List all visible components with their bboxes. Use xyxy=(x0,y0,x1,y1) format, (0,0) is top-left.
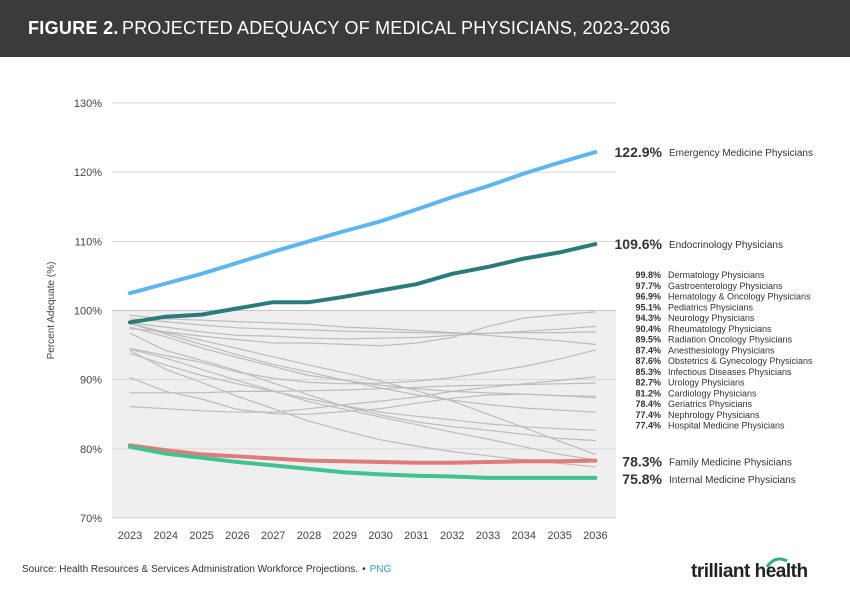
series-line xyxy=(129,350,597,468)
series-name-label: Urology Physicians xyxy=(668,378,745,388)
figure-number: FIGURE 2. xyxy=(28,18,119,38)
x-tick-label: 2025 xyxy=(189,530,213,542)
series-line xyxy=(129,352,597,431)
series-line xyxy=(129,323,597,413)
series-name-label: Obstetrics & Gynecology Physicians xyxy=(668,356,813,366)
series-name-label: Infectious Diseases Physicians xyxy=(668,367,792,377)
x-tick-label: 2034 xyxy=(512,530,536,542)
series-name-label: Emergency Medicine Physicians xyxy=(669,148,813,159)
end-value-label: 77.4% xyxy=(635,421,661,431)
y-tick-label: 110% xyxy=(75,236,103,248)
series-line xyxy=(129,318,597,334)
end-value-label: 99.8% xyxy=(635,270,661,280)
series-line xyxy=(129,347,597,385)
series-line xyxy=(128,443,598,465)
end-value-label: 109.6% xyxy=(615,236,663,252)
series-name-label: Hematology & Oncology Physicians xyxy=(668,292,811,302)
series-line xyxy=(129,314,597,345)
series-name-label: Internal Medicine Physicians xyxy=(669,475,796,486)
end-value-label: 122.9% xyxy=(615,144,663,160)
series-name-label: Hospital Medicine Physicians xyxy=(668,421,785,431)
x-tick-label: 2030 xyxy=(368,530,392,542)
series-line xyxy=(129,323,597,455)
series-name-label: Endocrinology Physicians xyxy=(669,240,783,251)
series-line xyxy=(129,326,597,397)
shaded-band xyxy=(112,310,616,518)
x-tick-label: 2031 xyxy=(404,530,428,542)
x-tick-label: 2027 xyxy=(261,530,285,542)
x-tick-label: 2035 xyxy=(547,530,571,542)
end-value-label: 89.5% xyxy=(635,335,661,345)
x-tick-label: 2036 xyxy=(583,530,607,542)
end-value-label: 78.3% xyxy=(622,454,662,470)
series-line xyxy=(129,311,597,347)
end-value-label: 81.2% xyxy=(635,388,661,398)
series-name-label: Cardiology Physicians xyxy=(668,388,757,398)
x-tick-label: 2032 xyxy=(440,530,464,542)
source-note: Source: Health Resources & Services Admi… xyxy=(22,564,359,575)
end-value-label: 96.9% xyxy=(635,292,661,302)
series-line xyxy=(128,150,598,296)
series-name-label: Nephrology Physicians xyxy=(668,410,760,420)
y-axis-label: Percent Adequate (%) xyxy=(46,262,57,360)
end-value-label: 87.4% xyxy=(635,345,661,355)
series-name-label: Dermatology Physicians xyxy=(668,270,765,280)
x-tick-label: 2023 xyxy=(118,530,142,542)
x-tick-label: 2024 xyxy=(154,530,178,542)
x-tick-label: 2029 xyxy=(333,530,357,542)
x-tick-label: 2033 xyxy=(476,530,500,542)
y-tick-label: 80% xyxy=(80,444,102,456)
logo-text: trilliant health xyxy=(691,561,808,582)
figure-header: FIGURE 2. PROJECTED ADEQUACY OF MEDICAL … xyxy=(0,0,850,57)
y-tick-label: 130% xyxy=(74,98,102,110)
end-value-label: 94.3% xyxy=(635,313,661,323)
end-value-label: 82.7% xyxy=(635,378,661,388)
y-tick-label: 120% xyxy=(74,167,102,179)
line-chart: 70% 80% 90% 100% 110% 120% 130% Percent Adequat… xyxy=(46,98,813,542)
series-name-label: Family Medicine Physicians xyxy=(669,458,792,469)
end-value-label: 97.7% xyxy=(635,281,661,291)
trilliant-health-logo: trilliant health xyxy=(691,555,831,591)
series-line xyxy=(128,444,598,480)
figure-title: PROJECTED ADEQUACY OF MEDICAL PHYSICIANS… xyxy=(122,18,671,38)
y-tick-label: 90% xyxy=(80,375,102,387)
x-tick-label: 2028 xyxy=(297,530,321,542)
series-name-label: Gastroenterology Physicians xyxy=(668,281,783,291)
series-line xyxy=(129,332,597,442)
png-link[interactable]: PNG xyxy=(369,564,392,575)
series-name-label: Neurology Physicians xyxy=(668,313,755,323)
y-tick-label: 100% xyxy=(74,306,102,318)
series-name-label: Rheumatology Physicians xyxy=(668,324,772,334)
end-value-label: 85.3% xyxy=(635,367,661,377)
logo-leaf-icon xyxy=(765,557,788,568)
end-value-label: 78.4% xyxy=(635,399,661,409)
end-value-label: 87.6% xyxy=(635,356,661,366)
series-line xyxy=(129,322,597,340)
series-name-label: Radiation Oncology Physicians xyxy=(668,335,793,345)
end-value-label: 95.1% xyxy=(635,302,661,312)
end-value-label: 90.4% xyxy=(635,324,661,334)
series-line xyxy=(129,348,597,461)
series-name-label: Anesthesiology Physicians xyxy=(668,345,775,355)
series-name-label: Geriatrics Physicians xyxy=(668,399,753,409)
series-name-label: Pediatrics Physicians xyxy=(668,302,754,312)
end-value-label: 75.8% xyxy=(622,471,662,487)
logo-mark: trilliant health xyxy=(691,557,808,582)
x-tick-label: 2026 xyxy=(225,530,249,542)
footer: Source: Health Resources & Services Admi… xyxy=(22,564,391,575)
series-line xyxy=(129,382,597,394)
footer-separator: • xyxy=(362,564,366,575)
series-line xyxy=(128,242,598,325)
end-value-label: 77.4% xyxy=(635,410,661,420)
y-tick-label: 70% xyxy=(80,513,102,525)
